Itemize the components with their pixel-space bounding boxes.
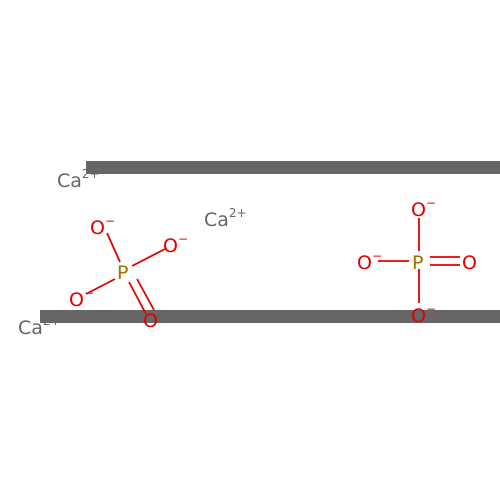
p2-oxygen-top: O− [411, 196, 436, 221]
p1-oxygen-double: O [143, 310, 158, 332]
phosphate-group-2: O− O− O− O P [357, 196, 477, 327]
bond-p1-o-right [131, 248, 166, 267]
p1-oxygen-right: O− [163, 232, 188, 257]
p2-oxygen-left: O− [357, 249, 382, 274]
overlay-bar-top [86, 161, 500, 174]
bond-p1-o-double-a [128, 281, 147, 315]
p1-phosphorus: P [117, 262, 128, 284]
phosphate-group-1: O− O− O− O P [69, 214, 188, 332]
p2-oxygen-double: O [462, 252, 477, 274]
p1-oxygen-top: O− [90, 214, 115, 239]
p2-phosphorus: P [412, 252, 423, 274]
bond-p1-o-left [85, 278, 116, 295]
bond-p1-o-double-b [136, 278, 155, 311]
calcium-ion-2: Ca2+ [204, 206, 247, 231]
calcium-ion-3: Ca2+ [18, 314, 61, 339]
overlay-bar-bottom [40, 310, 500, 323]
bond-p1-o-top [106, 232, 121, 263]
p1-oxygen-left: O− [69, 286, 94, 311]
calcium-ion-1: Ca2+ [57, 167, 100, 192]
p2-oxygen-bottom: O− [411, 302, 436, 327]
